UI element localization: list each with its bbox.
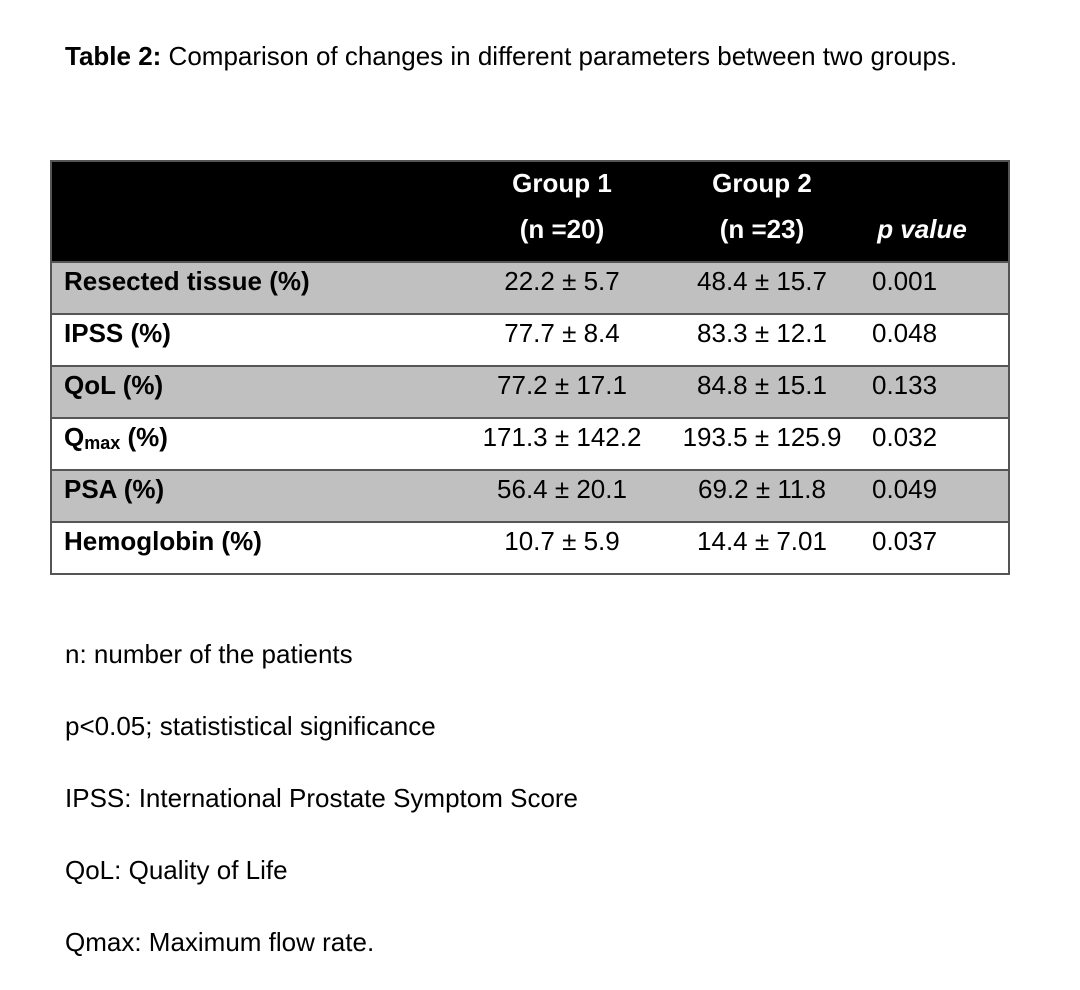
- row-label: Resected tissue (%): [64, 266, 310, 296]
- table-row: IPSS (%) 77.7 ± 8.4 83.3 ± 12.1 0.048: [52, 313, 1008, 365]
- table-row: Hemoglobin (%) 10.7 ± 5.9 14.4 ± 7.01 0.…: [52, 521, 1008, 573]
- group1-header: Group 1: [512, 168, 612, 198]
- row-label: PSA (%): [64, 474, 165, 504]
- group1-n: (n =20): [519, 214, 605, 244]
- p-value: 0.133: [872, 370, 938, 400]
- group1-value: 77.2 ± 17.1: [497, 370, 627, 400]
- group2-value: 48.4 ± 15.7: [697, 266, 827, 296]
- footnote-ipss: IPSS: International Prostate Symptom Sco…: [65, 783, 579, 813]
- group2-value: 14.4 ± 7.01: [697, 526, 827, 556]
- table-row: Qmax (%) 171.3 ± 142.2 193.5 ± 125.9 0.0…: [52, 417, 1008, 469]
- table-caption-label: Table 2:: [65, 41, 162, 71]
- group2-value: 193.5 ± 125.9: [682, 422, 842, 452]
- group1-value: 77.7 ± 8.4: [504, 318, 620, 348]
- p-value: 0.001: [872, 266, 938, 296]
- row-label-main: Q: [64, 422, 85, 452]
- comparison-table: Group 1 (n =20) Group 2 (n =23) p value …: [50, 160, 1010, 575]
- footnote-qol: QoL: Quality of Life: [65, 855, 288, 885]
- row-label: Qmax (%): [64, 419, 464, 469]
- row-label: QoL (%): [64, 370, 164, 400]
- p-value-header: p value: [877, 214, 967, 244]
- table-row: PSA (%) 56.4 ± 20.1 69.2 ± 11.8 0.049: [52, 469, 1008, 521]
- table-header: Group 1 (n =20) Group 2 (n =23) p value: [52, 162, 1008, 261]
- table-caption-text: Comparison of changes in different param…: [161, 41, 958, 71]
- p-value: 0.032: [872, 422, 938, 452]
- table-row: QoL (%) 77.2 ± 17.1 84.8 ± 15.1 0.133: [52, 365, 1008, 417]
- group2-n: (n =23): [719, 214, 805, 244]
- table-row: Resected tissue (%) 22.2 ± 5.7 48.4 ± 15…: [52, 261, 1008, 313]
- p-value: 0.048: [872, 318, 938, 348]
- group2-value: 84.8 ± 15.1: [697, 370, 827, 400]
- p-value: 0.049: [872, 474, 938, 504]
- row-label: IPSS (%): [64, 318, 171, 348]
- group1-value: 22.2 ± 5.7: [504, 266, 620, 296]
- footnote-p: p<0.05; statististical significance: [65, 711, 436, 741]
- footnote-n: n: number of the patients: [65, 639, 353, 669]
- group1-value: 56.4 ± 20.1: [497, 474, 627, 504]
- group1-value: 171.3 ± 142.2: [482, 422, 642, 452]
- group1-value: 10.7 ± 5.9: [504, 526, 620, 556]
- row-label: Hemoglobin (%): [64, 526, 262, 556]
- p-value: 0.037: [872, 526, 938, 556]
- footnote-qmax: Qmax: Maximum flow rate.: [65, 927, 375, 957]
- row-label-rest: (%): [120, 422, 168, 452]
- group2-value: 83.3 ± 12.1: [697, 318, 827, 348]
- table-caption: Table 2: Comparison of changes in differ…: [65, 40, 957, 72]
- row-label-subscript: max: [84, 433, 121, 453]
- group2-value: 69.2 ± 11.8: [698, 474, 826, 504]
- group2-header: Group 2: [712, 168, 812, 198]
